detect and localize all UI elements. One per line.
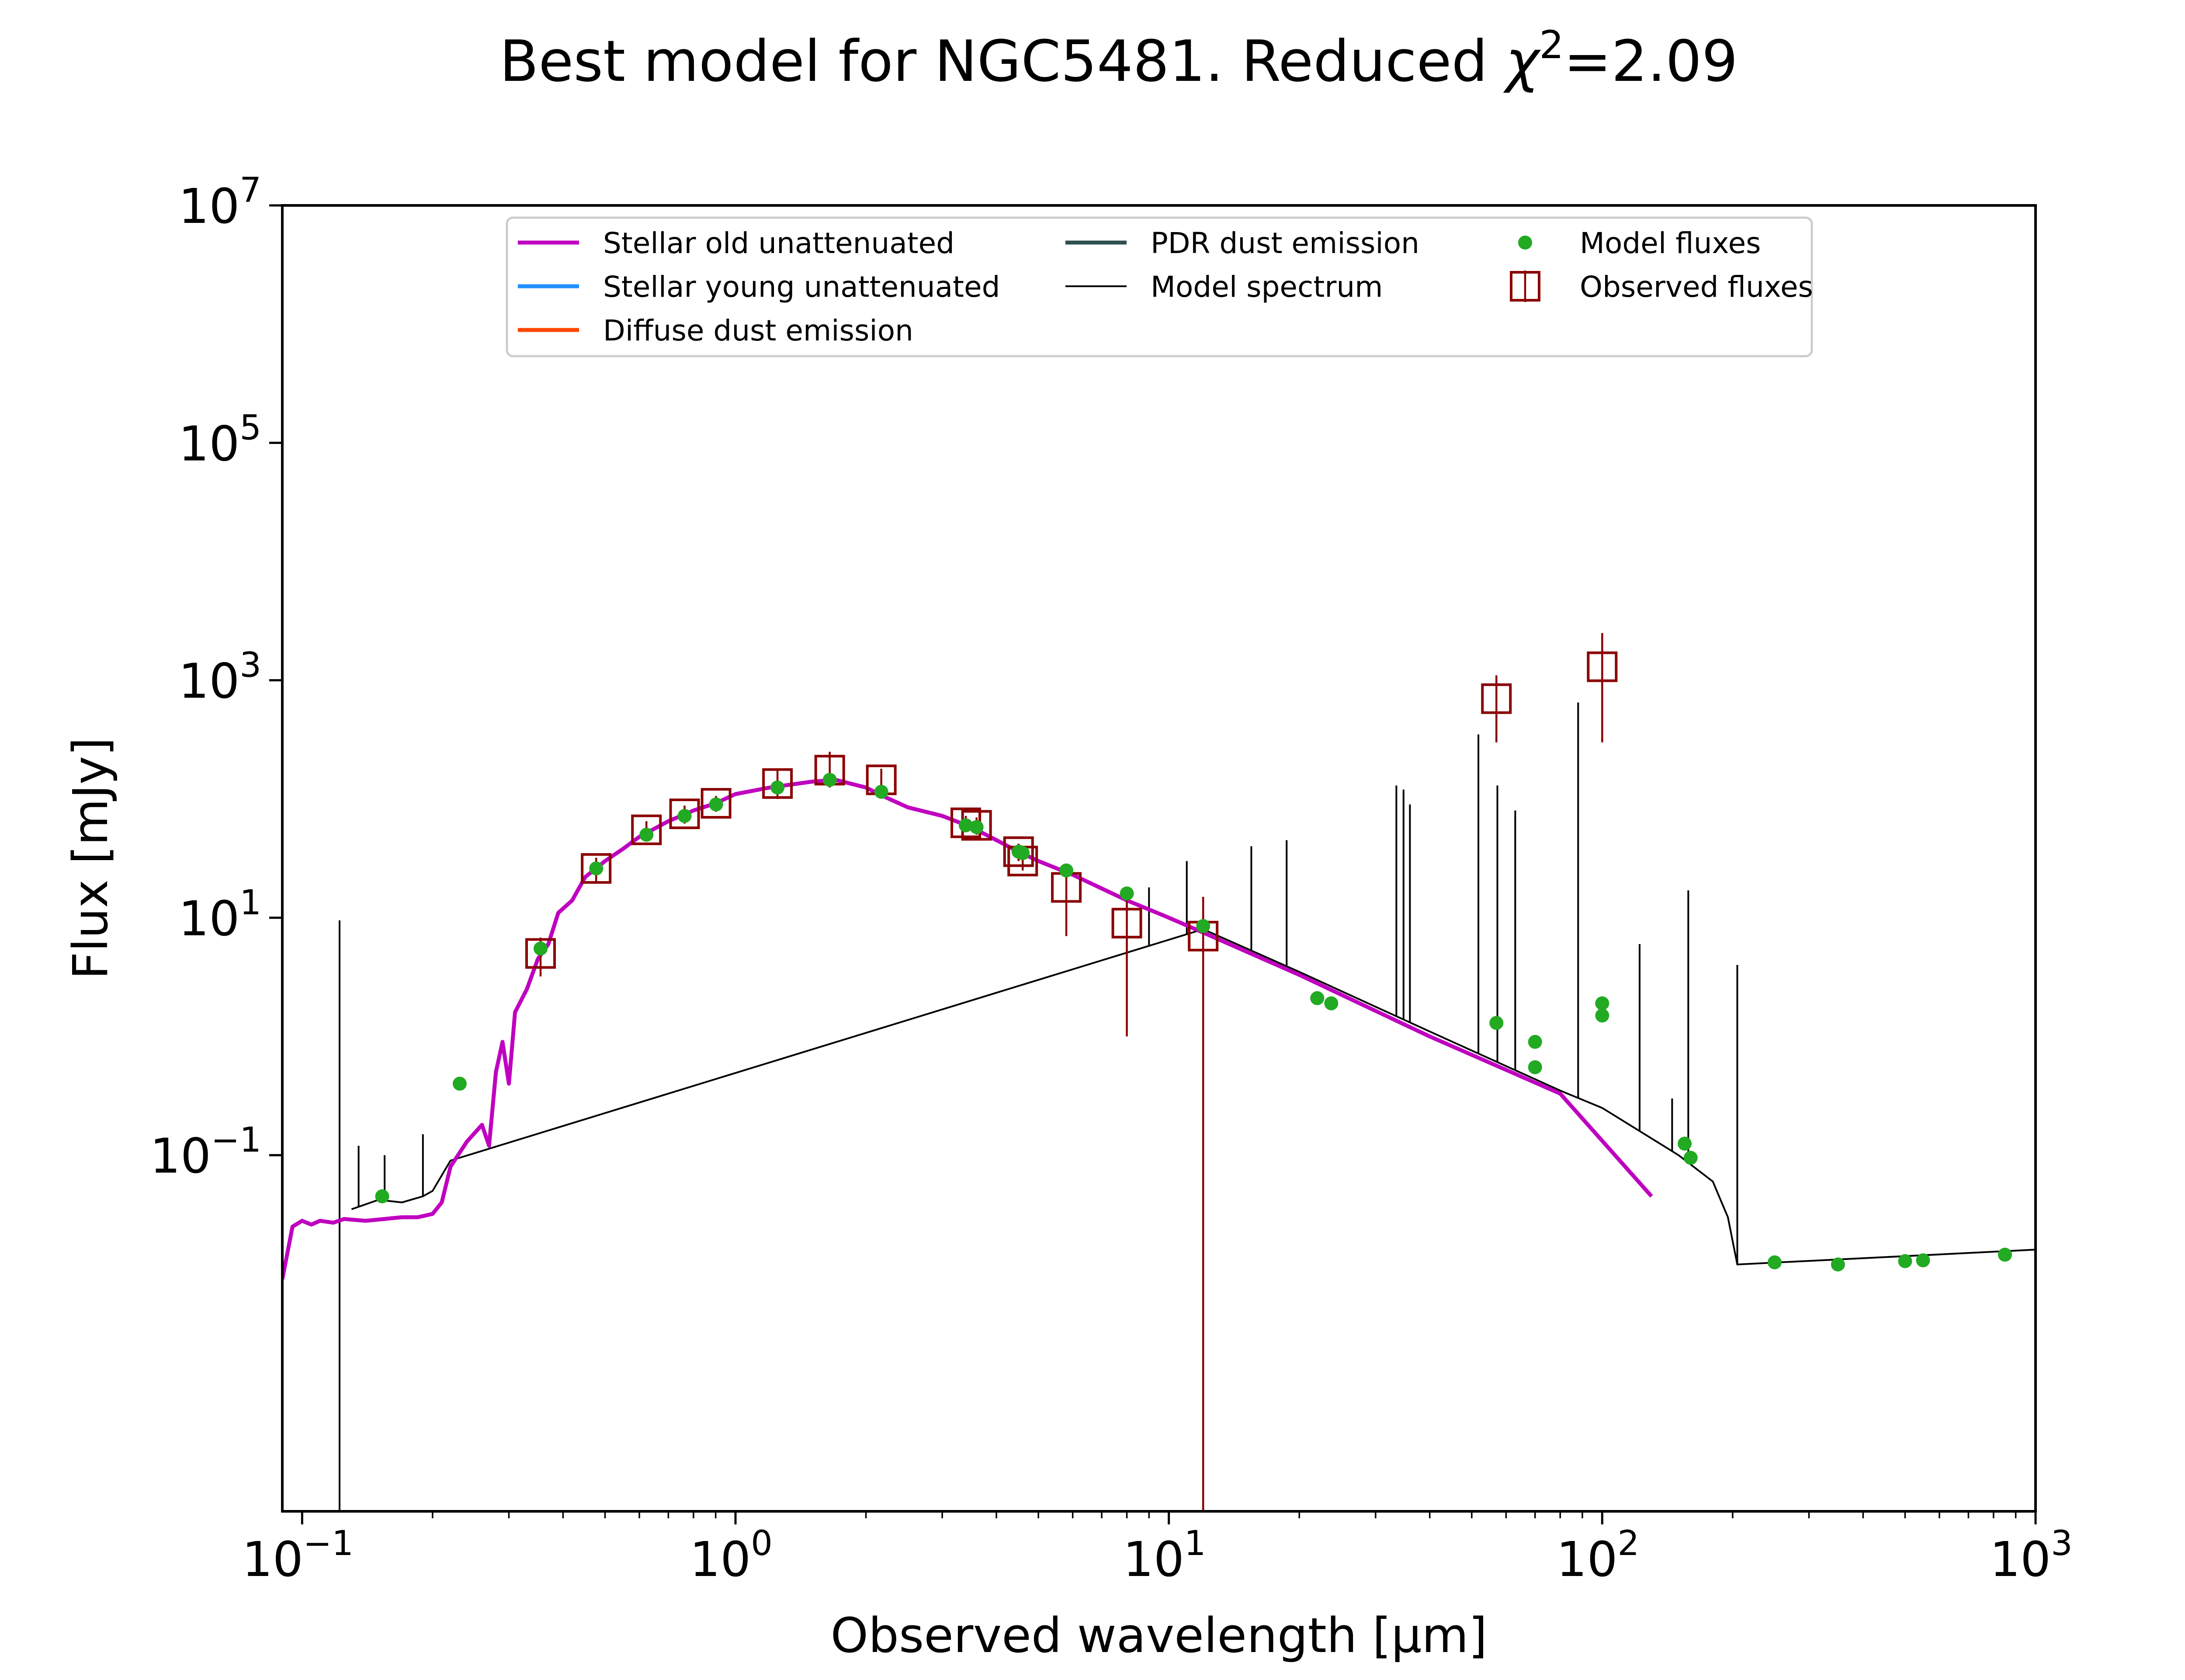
model-flux-point — [959, 818, 973, 833]
legend-swatch-square — [1510, 271, 1540, 302]
x-axis-label: Observed wavelength [μm] — [831, 1607, 1488, 1663]
model-flux-point — [639, 827, 654, 842]
observed-flux-marker — [669, 798, 700, 830]
legend-label: Diffuse dust emission — [603, 314, 913, 347]
model-flux-point — [1831, 1257, 1845, 1272]
model-flux-point — [969, 820, 984, 834]
model-flux-point — [1916, 1253, 1930, 1267]
model-spectrum-line — [351, 928, 2036, 1266]
model-flux-point — [770, 780, 785, 795]
legend: Stellar old unattenuated Stellar young un… — [506, 216, 1813, 358]
title-tail: =2.09 — [1564, 28, 1738, 94]
model-flux-point — [1678, 1136, 1692, 1151]
observed-flux-marker — [1111, 908, 1142, 939]
y-tick-label: 103 — [178, 646, 261, 709]
legend-label: Observed fluxes — [1580, 270, 1813, 304]
x-tick-label: 100 — [690, 1524, 773, 1587]
model-flux-point — [375, 1189, 389, 1204]
observed-flux-marker — [1003, 836, 1034, 867]
legend-label: Stellar young unattenuated — [603, 270, 1000, 304]
model-flux-point — [452, 1076, 467, 1091]
plot-inner — [282, 633, 2036, 1511]
x-tick-label: 101 — [1123, 1524, 1206, 1587]
model-flux-point — [1120, 886, 1134, 901]
model-flux-point — [1898, 1254, 1912, 1268]
model-flux-point — [1196, 919, 1210, 933]
x-tick-label: 102 — [1557, 1524, 1640, 1587]
y-axis-label: Flux [mJy] — [62, 737, 118, 979]
y-axis: 10−1 101 103 105 107 — [150, 171, 282, 1184]
model-flux-point — [1059, 863, 1074, 878]
plot-frame — [281, 204, 2037, 1513]
model-flux-point — [534, 941, 548, 956]
model-flux-point — [822, 773, 837, 787]
chart-title: Best model for NGC5481. Reduced χ2=2.09 — [499, 22, 1738, 94]
y-tick-label: 107 — [178, 171, 261, 234]
model-flux-point — [1489, 1016, 1504, 1030]
model-flux-point — [709, 797, 723, 812]
model-flux-point — [1595, 1008, 1609, 1023]
model-flux-point — [589, 861, 603, 876]
title-main: Best model for NGC5481. Reduced — [499, 28, 1505, 94]
model-flux-point — [1528, 1034, 1542, 1049]
title-sup: 2 — [1539, 22, 1564, 67]
observed-flux-marker — [581, 853, 612, 884]
observed-flux-marker — [701, 788, 732, 819]
observed-flux-marker — [631, 814, 662, 845]
legend-swatch-dot — [1518, 236, 1532, 250]
legend-label: PDR dust emission — [1151, 226, 1419, 260]
model-flux-point — [1767, 1255, 1782, 1270]
observed-flux-marker — [1587, 651, 1618, 682]
legend-label: Model spectrum — [1151, 270, 1383, 304]
y-tick-label: 10−1 — [150, 1121, 261, 1184]
model-flux-point — [1528, 1060, 1542, 1074]
x-tick-label: 10−1 — [242, 1524, 354, 1587]
model-flux-point — [1683, 1151, 1698, 1165]
model-flux-point — [1016, 846, 1030, 861]
x-axis: 10−1 100 101 102 103 — [242, 1511, 2073, 1587]
model-flux-point — [1324, 996, 1339, 1010]
observed-flux-marker — [525, 938, 556, 969]
x-tick-label: 103 — [1990, 1524, 2073, 1587]
plot-area — [282, 633, 2036, 1511]
model-flux-point — [1310, 991, 1325, 1005]
observed-flux-marker — [1481, 683, 1512, 714]
y-tick-label: 105 — [178, 408, 261, 472]
legend-label: Stellar old unattenuated — [603, 226, 954, 260]
model-flux-point — [677, 809, 692, 823]
model-flux-point — [874, 784, 888, 799]
legend-label: Model fluxes — [1580, 226, 1761, 260]
model-flux-point — [1595, 996, 1609, 1010]
model-flux-point — [1998, 1247, 2012, 1262]
legend-box — [506, 216, 1813, 358]
title-chi: χ — [1503, 28, 1541, 94]
observed-flux-marker — [762, 768, 793, 799]
y-tick-label: 101 — [178, 883, 261, 947]
